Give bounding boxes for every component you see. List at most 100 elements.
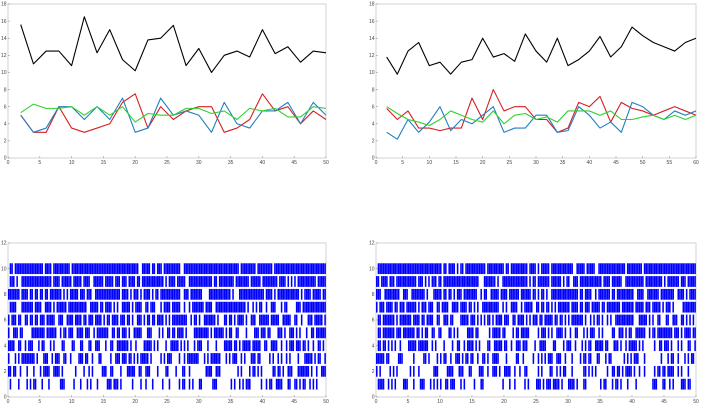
event-bar [215,263,218,275]
event-bar [130,353,132,364]
event-bar [200,288,203,300]
x-tick-label: 10 [69,160,75,166]
event-bar [465,288,467,300]
event-bar [377,353,380,364]
event-bar [421,314,424,326]
event-bar [440,378,442,390]
event-bar [600,288,602,300]
event-bar [376,301,378,313]
event-bar [434,365,437,377]
event-bar [556,327,558,339]
event-bar [51,327,54,339]
event-bar [520,288,523,300]
event-bar [409,327,412,339]
event-bar [396,263,398,275]
event-bar [667,327,669,339]
event-bar [495,314,498,326]
event-bar [207,365,209,377]
event-bar [379,314,381,326]
event-bar [63,378,65,390]
event-bar [63,353,65,364]
event-bar [146,353,149,364]
x-tick-label: 0 [7,160,10,166]
event-bar [223,301,226,313]
event-bar [26,353,28,364]
event-bar [672,288,674,300]
event-bar [376,276,378,287]
event-bar [175,288,177,300]
event-bar [101,276,104,287]
event-bar [611,288,614,300]
event-bar [413,314,415,326]
event-bar [188,276,191,287]
event-bar [620,288,622,300]
event-bar [643,327,646,339]
event-bar [8,327,10,339]
event-bar [315,301,318,313]
event-bar [551,288,553,300]
event-bar [207,353,209,364]
event-bar [235,340,238,352]
x-tick-label: 10 [69,399,75,405]
event-bar [192,353,194,364]
event-bar [438,276,440,287]
event-bar [31,288,33,300]
event-bar [183,288,186,300]
event-bar [93,276,95,287]
event-bar [237,314,239,326]
raster-row-2 [376,365,690,377]
event-bar [126,263,129,275]
event-bar [282,288,285,300]
event-bar [265,340,268,352]
event-bar [509,365,511,377]
event-bar [64,353,67,364]
series-line-1 [386,89,697,133]
event-bar [561,314,563,326]
event-bar [665,340,668,352]
event-bar [267,314,269,326]
event-bar [460,276,462,287]
event-bar [205,276,208,287]
x-tick-label: 60 [693,160,699,166]
event-bar [387,301,390,313]
event-bar [220,288,223,300]
event-bar [81,340,84,352]
event-bar [106,301,109,313]
event-bar [19,327,22,339]
event-bar [470,301,472,313]
event-bar [472,327,474,339]
event-bar [443,263,445,275]
event-bar [123,353,126,364]
event-bar [110,340,112,352]
event-bar [24,301,27,313]
event-bar [54,327,57,339]
event-bar [46,365,49,377]
event-bar [492,276,494,287]
event-bar [507,314,509,326]
event-bar [113,288,115,300]
event-bar [160,263,162,275]
event-bar [551,301,553,313]
event-bar [220,276,223,287]
event-bar [312,263,315,275]
event-bar [71,301,74,313]
event-bar [285,263,288,275]
event-bar [310,276,313,287]
event-bar [544,263,546,275]
event-bar [290,263,293,275]
event-bar [13,288,15,300]
event-bar [101,288,104,300]
event-bar [178,276,181,287]
event-bar [509,288,511,300]
event-bar [225,314,228,326]
event-bar [290,276,293,287]
event-bar [56,263,59,275]
event-bar [121,353,124,364]
event-bar [262,288,264,300]
event-bar [598,314,600,326]
event-bar [202,327,204,339]
event-bar [458,340,461,352]
event-bar [453,288,456,300]
event-bar [81,327,84,339]
